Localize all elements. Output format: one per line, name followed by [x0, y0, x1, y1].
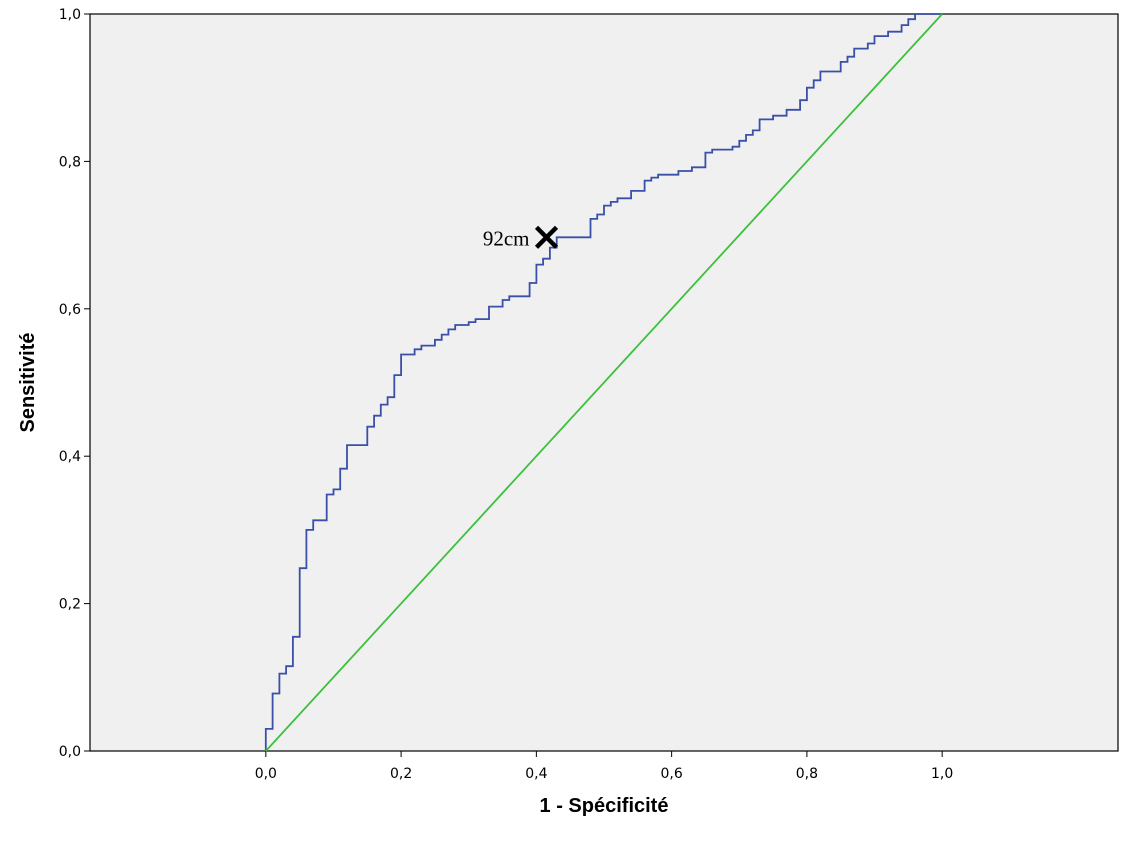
- reference-diagonal-line: [265, 13, 943, 752]
- x-tick-label: 0,2: [390, 766, 412, 782]
- cutoff-annotation-label: 92cm: [483, 226, 530, 250]
- y-axis-title: Sensitivité: [17, 332, 39, 432]
- x-tick-label: 1,0: [931, 766, 953, 782]
- x-tick-label: 0,8: [796, 766, 818, 782]
- x-axis: 0,0 0,2 0,4 0,6 0,8 1,0: [255, 751, 953, 782]
- x-axis-title: 1 - Spécificité: [540, 795, 669, 817]
- annotation-layer: 92cm: [483, 225, 559, 250]
- y-tick-label: 0,0: [59, 744, 81, 760]
- y-axis: 0,0 0,2 0,4 0,6 0,8 1,0: [59, 7, 90, 760]
- y-tick-label: 0,6: [59, 302, 81, 318]
- y-tick-label: 1,0: [59, 7, 81, 23]
- y-tick-label: 0,2: [59, 597, 81, 613]
- x-tick-label: 0,4: [525, 766, 547, 782]
- x-tick-label: 0,0: [255, 766, 277, 782]
- y-tick-label: 0,8: [59, 154, 81, 170]
- y-tick-label: 0,4: [59, 449, 81, 465]
- x-tick-label: 0,6: [660, 766, 682, 782]
- series-layer: [264, 13, 943, 752]
- cutoff-x-marker: [534, 225, 559, 249]
- roc-curve-line: [264, 13, 943, 751]
